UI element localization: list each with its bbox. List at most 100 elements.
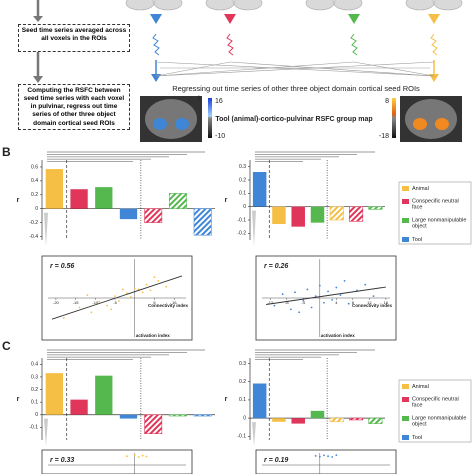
bar: [45, 169, 64, 209]
point: [125, 455, 128, 458]
annotation: r = 0.26: [264, 263, 288, 270]
y-tick-label: 0.1: [31, 399, 38, 405]
step-box: Seed time series averaged across all vox…: [18, 24, 130, 52]
bar: [193, 208, 212, 236]
marker-triangle: [44, 212, 48, 246]
panel-label: B: [2, 145, 11, 159]
legend-swatch: [402, 384, 409, 389]
y-tick-label: 0.6: [31, 164, 38, 170]
bar: [349, 417, 364, 421]
x-tick-label: 16: [384, 300, 389, 305]
y-tick-label: 0.4: [31, 362, 38, 368]
point: [347, 302, 350, 305]
point: [165, 285, 168, 288]
bar: [291, 206, 305, 227]
y-tick-label: 0: [35, 412, 38, 418]
marker-triangle: [252, 422, 256, 446]
point: [364, 283, 367, 286]
point: [273, 304, 276, 307]
legend-box: [398, 379, 472, 443]
point: [149, 289, 152, 292]
legend-label: Tool: [412, 237, 422, 243]
legend-label: Large nonmanipulable object: [412, 218, 466, 230]
annotation: r = 0.56: [50, 263, 74, 270]
legend-swatch: [402, 218, 409, 223]
point: [118, 299, 120, 302]
y-tick-label: 0: [243, 415, 246, 421]
legend-swatch: [402, 416, 409, 421]
point: [331, 456, 334, 458]
marker-triangle: [44, 418, 48, 446]
point: [98, 300, 101, 303]
x-axis-label: Connectivity index: [148, 303, 189, 308]
bar: [329, 206, 344, 221]
bar: [70, 189, 88, 209]
point: [318, 455, 321, 458]
bar: [168, 193, 187, 209]
point: [335, 286, 338, 289]
point: [331, 299, 334, 301]
y-axis-label: r: [17, 197, 20, 204]
legend-line: face: [412, 205, 422, 211]
bar: [310, 410, 325, 419]
point: [310, 306, 313, 309]
y-tick-label: 0.2: [239, 379, 246, 385]
x-tick-label: -15: [73, 300, 80, 305]
point: [327, 290, 329, 293]
x-tick-label: -10: [92, 300, 99, 305]
legend-line: Large nonmanipulable: [412, 416, 466, 422]
point: [145, 455, 148, 458]
legend-swatch: [402, 186, 409, 191]
y-axis-label: r: [225, 197, 228, 204]
x-tick-label: 10: [172, 300, 177, 305]
point: [294, 291, 296, 294]
bar: [193, 414, 212, 417]
marker-triangle: [252, 210, 256, 246]
colorbar-label: t: [198, 95, 200, 102]
x-tick-label: 12: [367, 300, 372, 305]
bar: [168, 414, 187, 417]
fit-line: [266, 286, 386, 305]
bar: [45, 373, 64, 415]
point: [339, 294, 342, 297]
point: [314, 295, 317, 297]
point: [323, 454, 325, 457]
point: [106, 304, 109, 307]
brain-renders: [125, 0, 463, 11]
point: [133, 287, 136, 290]
point: [110, 308, 112, 311]
colorbar-min: -18: [379, 133, 389, 140]
point: [141, 291, 144, 294]
bar: [144, 208, 163, 223]
y-tick-label: 0.3: [31, 374, 38, 380]
point: [129, 296, 132, 298]
bar: [144, 414, 163, 434]
point: [157, 280, 160, 282]
legend-line: face: [412, 403, 422, 409]
y-tick-label: -0.4: [29, 234, 38, 240]
y-axis-label: r: [225, 396, 228, 403]
y-tick-label: -0.1: [237, 217, 246, 223]
y-tick-label: 0.3: [239, 361, 246, 367]
point: [90, 311, 93, 314]
x-tick-label: -4: [302, 300, 306, 305]
legend-label: Animal: [412, 186, 429, 192]
bar: [252, 172, 267, 207]
x-tick-label: -12: [267, 300, 274, 305]
point: [114, 295, 116, 297]
point: [298, 311, 301, 314]
point: [137, 456, 140, 458]
point: [318, 284, 321, 287]
y-axis-label: activation index: [136, 333, 171, 338]
y-tick-label: 0.1: [239, 191, 246, 197]
point: [62, 317, 65, 319]
point: [372, 295, 375, 297]
point: [335, 454, 338, 456]
x-tick-label: 5: [153, 300, 156, 305]
bar: [119, 208, 138, 220]
point: [306, 288, 309, 291]
x-tick-label: 4: [335, 300, 338, 305]
bar: [70, 399, 88, 415]
